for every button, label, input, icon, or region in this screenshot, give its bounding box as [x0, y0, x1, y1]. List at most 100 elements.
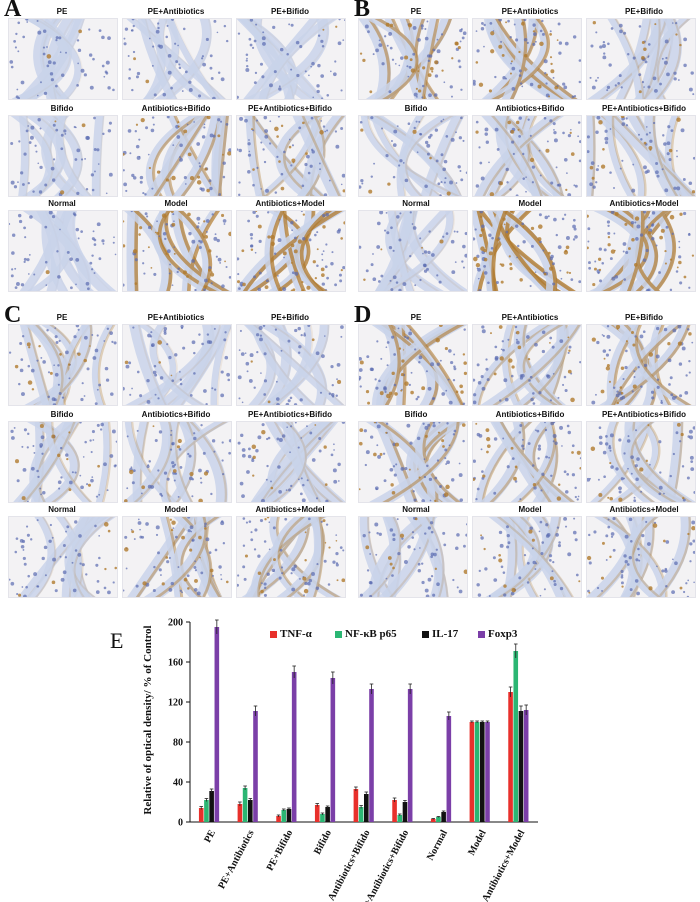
micrograph-label: Model [518, 199, 542, 208]
legend-label: Foxp3 [488, 628, 518, 640]
micrograph-image [358, 421, 468, 503]
micrograph-image [472, 210, 582, 292]
panel-letter-d: D [354, 302, 372, 328]
panel-letter-a: A [4, 0, 22, 22]
bar [508, 692, 513, 822]
bar [436, 817, 441, 822]
micrograph-image [472, 115, 582, 197]
micrograph-image [236, 115, 346, 197]
micrograph-label: Model [518, 505, 542, 514]
bar [402, 802, 408, 822]
bar [248, 800, 253, 822]
panel-letter-c: C [4, 302, 22, 328]
bar [369, 689, 374, 822]
micrograph-label: Normal [402, 199, 430, 208]
y-tick-label: 80 [173, 738, 183, 749]
x-tick-label: Normal [425, 828, 450, 862]
micrograph-image [472, 516, 582, 598]
legend-swatch [270, 630, 277, 638]
panel-letter-b: B [354, 0, 371, 22]
y-tick-label: 40 [173, 778, 183, 789]
micrograph-image [586, 210, 696, 292]
micrograph-label: PE [56, 313, 68, 322]
bar [364, 794, 369, 822]
bar [209, 791, 214, 822]
bar [325, 807, 330, 822]
legend-label: IL-17 [432, 628, 459, 640]
bar [480, 722, 485, 822]
micrograph-label: Antibiotics+Bifido [141, 104, 211, 113]
bar [485, 722, 490, 822]
bar [446, 716, 452, 822]
bar [474, 722, 480, 822]
micrograph-label: Antibiotics+Model [255, 505, 325, 514]
micrograph-label: PE+Antibiotics [501, 313, 559, 322]
micrograph-label: PE [410, 313, 422, 322]
micrograph-label: Normal [402, 505, 430, 514]
micrograph-image [236, 421, 346, 503]
bar [314, 805, 320, 822]
y-tick-label: 120 [168, 698, 183, 709]
bar [276, 816, 281, 822]
bar [237, 804, 243, 822]
micrograph-image [122, 115, 232, 197]
bar [523, 710, 529, 822]
micrograph-label: PE+Antibiotics+Bifido [601, 104, 687, 113]
bar [407, 689, 413, 822]
micrograph-label: Bifido [404, 104, 428, 113]
micrograph-label: PE+Antibiotics+Bifido [247, 410, 333, 419]
micrograph-label: PE+Bifido [270, 313, 310, 322]
y-axis-label: Relative of optical density/ % of Contro… [142, 625, 154, 815]
bar [330, 678, 336, 822]
micrograph-image [586, 18, 696, 100]
micrograph-label: Bifido [50, 104, 74, 113]
panel-d: D PE PE+Antibiotics PE+Bifido Bifido Antibiot… [350, 302, 700, 606]
legend-item: IL-17 [422, 628, 458, 640]
micrograph-label: PE+Antibiotics [147, 7, 205, 16]
x-tick-label: Antibiotics+Model [480, 828, 527, 902]
x-tick-label: Model [466, 828, 489, 857]
legend-swatch [422, 630, 429, 638]
micrograph-image [236, 324, 346, 406]
micrograph-label: PE+Bifido [270, 7, 310, 16]
micrograph-image [8, 115, 118, 197]
bar [291, 672, 297, 822]
bar [214, 627, 220, 822]
micrograph-label: Antibiotics+Model [609, 199, 679, 208]
bar [358, 807, 364, 822]
panel-c: C PE PE+Antibiotics PE+Bifido Bifido Antibiot… [0, 302, 350, 606]
micrograph-image [122, 324, 232, 406]
micrograph-image [358, 18, 468, 100]
bar [253, 711, 258, 822]
micrograph-image [8, 210, 118, 292]
micrograph-label: Model [164, 199, 188, 208]
x-tick-label: PE+Antibiotics+Bifido [356, 828, 411, 902]
bar [430, 819, 436, 822]
x-tick-label: Bifido [312, 828, 334, 856]
micrograph-image [358, 324, 468, 406]
micrograph-image [586, 421, 696, 503]
micrograph-image [236, 210, 346, 292]
micrograph-image [358, 516, 468, 598]
micrograph-image [236, 516, 346, 598]
bar [397, 815, 403, 822]
bar [286, 809, 292, 822]
x-tick-label: PE+Antibiotics [216, 828, 256, 891]
micrograph-image [236, 18, 346, 100]
y-tick-label: 0 [178, 818, 183, 829]
micrograph-image [358, 210, 468, 292]
micrograph-image [8, 516, 118, 598]
bar [353, 789, 359, 822]
micrograph-image [472, 421, 582, 503]
micrograph-image [8, 421, 118, 503]
micrograph-label: PE [410, 7, 422, 16]
bar [441, 812, 446, 822]
bar [198, 808, 204, 822]
bar [513, 651, 519, 822]
bar [281, 810, 287, 822]
micrograph-image [586, 516, 696, 598]
micrograph-image [8, 324, 118, 406]
panel-letter-e: E [110, 628, 124, 653]
micrograph-label: Bifido [404, 410, 428, 419]
legend-swatch [335, 630, 342, 638]
